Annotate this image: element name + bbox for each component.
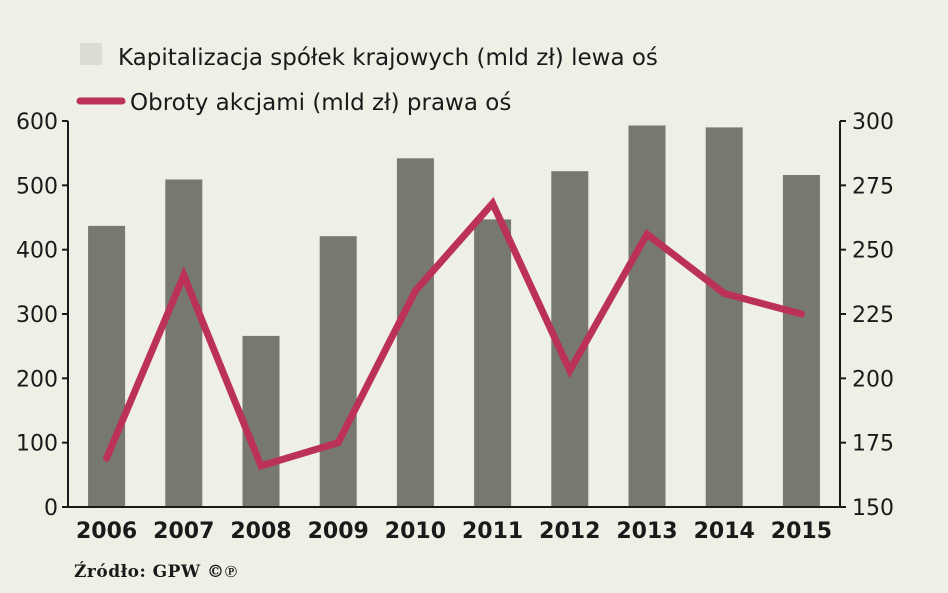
line-point-2015 <box>800 313 803 315</box>
line-point-2014 <box>723 292 726 295</box>
x-tick-label: 2008 <box>230 519 291 544</box>
bar-2011 <box>474 219 512 507</box>
y-right-tick-label: 275 <box>852 174 894 199</box>
line-point-2011 <box>491 202 494 205</box>
y-right-tick-label: 175 <box>852 432 894 457</box>
bars-layer <box>88 125 820 508</box>
x-tick-label: 2014 <box>694 519 755 544</box>
line-point-2010 <box>414 289 417 292</box>
y-right-tick-label: 250 <box>852 239 894 264</box>
y-right-tick-label: 300 <box>852 110 894 135</box>
x-tick-label: 2006 <box>76 519 137 544</box>
x-tick-label: 2015 <box>771 519 832 544</box>
y-left-tick-label: 300 <box>16 303 58 328</box>
line-point-2012 <box>568 369 571 372</box>
y-right-tick-label: 150 <box>852 496 894 521</box>
x-tick-label: 2009 <box>308 519 369 544</box>
y-left-tick-label: 600 <box>16 110 58 135</box>
x-tick-label: 2012 <box>539 519 600 544</box>
y-right-tick-label: 225 <box>852 303 894 328</box>
bar-2013 <box>628 125 666 507</box>
y-right-tick-label: 200 <box>852 367 894 392</box>
y-left-tick-label: 100 <box>16 432 58 457</box>
line-point-2009 <box>337 441 340 444</box>
bar-2015 <box>782 175 820 507</box>
y-left-tick-label: 500 <box>16 174 58 199</box>
bar-2008 <box>242 335 280 507</box>
x-tick-label: 2013 <box>616 519 677 544</box>
x-tick-label: 2011 <box>462 519 523 544</box>
x-tick-label: 2007 <box>153 519 214 544</box>
legend-label-bars: Kapitalizacja spółek krajowych (mld zł) … <box>118 45 658 71</box>
y-left-tick-label: 200 <box>16 367 58 392</box>
line-point-2008 <box>260 464 262 467</box>
bar-2014 <box>705 127 743 508</box>
line-point-2006 <box>105 457 108 460</box>
y-left-tick-label: 400 <box>16 239 58 264</box>
line-point-2007 <box>182 274 185 277</box>
line-series-obroty <box>103 196 805 471</box>
bar-2007 <box>165 179 203 507</box>
line-layer <box>103 196 805 471</box>
x-tick-label: 2010 <box>385 519 446 544</box>
bar-2010 <box>396 158 434 508</box>
line-point-2013 <box>646 233 648 236</box>
bar-2006 <box>88 225 126 507</box>
ticks-layer: 0 100 200 300 400 500 600 150 175 200 225 250 275 300… <box>16 110 894 544</box>
legend-swatch-bars <box>80 43 102 65</box>
y-left-tick-label: 0 <box>44 496 58 521</box>
source-note: Źródło: GPW ©℗ <box>74 561 238 582</box>
legend-label-line: Obroty akcjami (mld zł) prawa oś <box>130 90 511 116</box>
bar-2009 <box>319 236 357 507</box>
